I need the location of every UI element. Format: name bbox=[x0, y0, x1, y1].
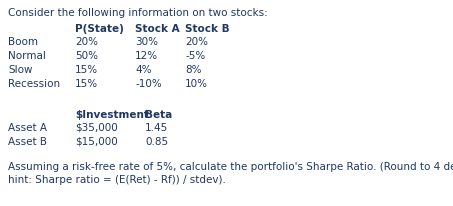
Text: Stock A: Stock A bbox=[135, 24, 180, 34]
Text: Stock B: Stock B bbox=[185, 24, 230, 34]
Text: 1.45: 1.45 bbox=[145, 123, 168, 133]
Text: $35,000: $35,000 bbox=[75, 123, 118, 133]
Text: P(State): P(State) bbox=[75, 24, 124, 34]
Text: $Investment: $Investment bbox=[75, 110, 149, 120]
Text: hint: Sharpe ratio = (E(Ret) - Rf)) / stdev).: hint: Sharpe ratio = (E(Ret) - Rf)) / st… bbox=[8, 175, 226, 185]
Text: 20%: 20% bbox=[75, 37, 98, 47]
Text: 8%: 8% bbox=[185, 65, 202, 75]
Text: -10%: -10% bbox=[135, 79, 162, 89]
Text: Normal: Normal bbox=[8, 51, 46, 61]
Text: 15%: 15% bbox=[75, 79, 98, 89]
Text: Beta: Beta bbox=[145, 110, 172, 120]
Text: Assuming a risk-free rate of 5%, calculate the portfolio's Sharpe Ratio. (Round : Assuming a risk-free rate of 5%, calcula… bbox=[8, 162, 453, 172]
Text: Consider the following information on two stocks:: Consider the following information on tw… bbox=[8, 8, 268, 18]
Text: 15%: 15% bbox=[75, 65, 98, 75]
Text: Boom: Boom bbox=[8, 37, 38, 47]
Text: 12%: 12% bbox=[135, 51, 158, 61]
Text: Asset A: Asset A bbox=[8, 123, 47, 133]
Text: 50%: 50% bbox=[75, 51, 98, 61]
Text: 10%: 10% bbox=[185, 79, 208, 89]
Text: 20%: 20% bbox=[185, 37, 208, 47]
Text: Slow: Slow bbox=[8, 65, 33, 75]
Text: Asset B: Asset B bbox=[8, 137, 47, 147]
Text: 4%: 4% bbox=[135, 65, 151, 75]
Text: Recession: Recession bbox=[8, 79, 60, 89]
Text: $15,000: $15,000 bbox=[75, 137, 118, 147]
Text: -5%: -5% bbox=[185, 51, 205, 61]
Text: 0.85: 0.85 bbox=[145, 137, 168, 147]
Text: 30%: 30% bbox=[135, 37, 158, 47]
